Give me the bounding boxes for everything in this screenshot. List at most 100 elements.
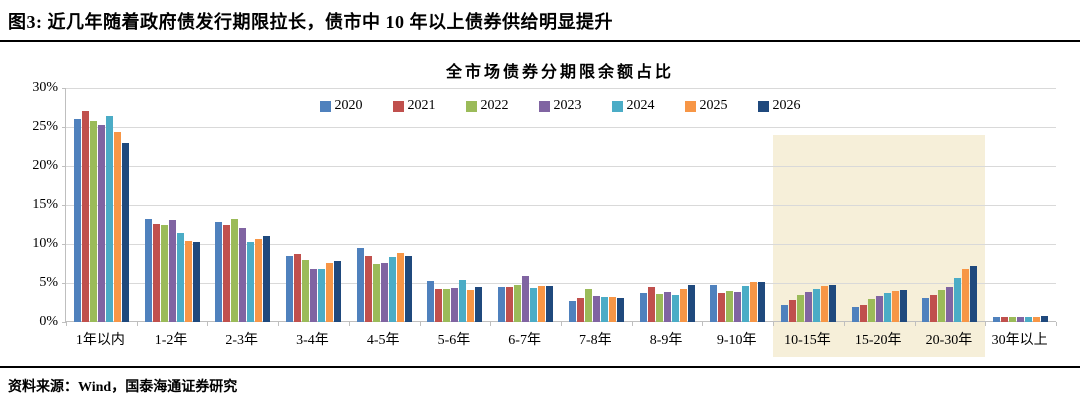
- bar-2025-6-7年: [538, 286, 546, 322]
- bar-2024-10-15年: [813, 289, 820, 322]
- legend-item-2026: 2026: [757, 98, 801, 114]
- bar-2026-10-15年: [829, 285, 836, 322]
- legend-swatch-2021: [392, 100, 404, 112]
- bar-2021-9-10年: [718, 293, 726, 322]
- bar-2020-6-7年: [498, 286, 506, 322]
- bar-2020-4-5年: [356, 247, 364, 322]
- bar-2022-2-3年: [231, 219, 239, 322]
- legend-item-2025: 2025: [684, 98, 728, 114]
- y-axis-tick: [62, 283, 66, 284]
- bar-2022-20-30年: [938, 290, 946, 322]
- legend-item-2024: 2024: [611, 98, 655, 114]
- bar-2021-7-8年: [576, 297, 584, 322]
- bar-2022-15-20年: [867, 298, 875, 322]
- x-axis-tick: [419, 322, 421, 326]
- bar-2022-8-9年: [655, 293, 663, 322]
- bar-2026-4-5年: [404, 255, 412, 322]
- gridline: [66, 205, 1056, 206]
- bar-2023-6-7年: [522, 276, 530, 322]
- legend-swatch-2022: [465, 100, 477, 112]
- bar-2026-3-4年: [334, 261, 341, 322]
- bar-2020-15-20年: [851, 307, 859, 322]
- bar-2020-9-10年: [710, 284, 718, 322]
- bar-2024-3-4年: [318, 269, 325, 322]
- bar-2026-7-8年: [616, 297, 624, 322]
- legend-label-2020: 2020: [334, 98, 363, 113]
- bar-2021-2-3年: [223, 225, 231, 322]
- bar-2025-4-5年: [396, 252, 404, 322]
- y-axis-tick: [62, 205, 66, 206]
- bar-2025-20-30年: [962, 269, 970, 322]
- bar-2023-5-6年: [451, 287, 459, 322]
- bar-2023-8-9年: [663, 292, 671, 322]
- x-axis-label-3-4年: 3-4年: [296, 333, 329, 348]
- bar-2023-2-3年: [239, 227, 247, 322]
- bar-2022-6-7年: [514, 284, 522, 322]
- bar-2024-1-2年: [176, 233, 184, 322]
- bar-2025-8-9年: [679, 289, 687, 322]
- x-axis-tick: [985, 322, 987, 326]
- bar-2021-10-15年: [789, 300, 796, 322]
- bar-2026-1年以内: [121, 143, 129, 322]
- bar-2024-2-3年: [247, 242, 255, 322]
- bar-2020-30年以上: [993, 316, 1001, 322]
- bar-2026-8-9年: [687, 285, 695, 322]
- x-axis-tick: [773, 322, 775, 326]
- gridline: [66, 244, 1056, 245]
- x-axis-label-10-15年: 10-15年: [784, 333, 831, 348]
- bar-2026-5-6年: [475, 286, 483, 322]
- y-axis-label-0: 0%: [39, 314, 58, 329]
- legend-item-2021: 2021: [392, 98, 436, 114]
- bar-2020-8-9年: [639, 293, 647, 322]
- bar-2025-2-3年: [255, 238, 263, 322]
- y-axis-label-20: 20%: [32, 158, 58, 173]
- x-axis-tick: [631, 322, 633, 326]
- bar-2021-6-7年: [506, 286, 514, 322]
- bar-2024-6-7年: [530, 287, 538, 322]
- bar-2023-7-8年: [592, 296, 600, 322]
- gridline: [66, 88, 1056, 89]
- bar-2020-20-30年: [922, 297, 930, 322]
- bar-2021-8-9年: [647, 286, 655, 322]
- bar-2024-5-6年: [459, 279, 467, 322]
- legend-swatch-2023: [538, 100, 550, 112]
- bar-2023-1-2年: [168, 219, 176, 322]
- x-axis-label-1-2年: 1-2年: [154, 333, 188, 348]
- bar-2026-1-2年: [192, 241, 200, 322]
- bar-2023-30年以上: [1017, 316, 1025, 322]
- bar-2022-7-8年: [584, 288, 592, 322]
- x-axis-label-1年以内: 1年以内: [75, 333, 125, 348]
- legend-label-2026: 2026: [772, 98, 801, 113]
- y-axis-label-5: 5%: [39, 275, 58, 290]
- plot-area: [62, 88, 1057, 357]
- x-axis-label-15-20年: 15-20年: [854, 333, 902, 348]
- y-axis-tick: [62, 88, 66, 89]
- bar-2023-4-5年: [380, 262, 388, 322]
- bar-2026-2-3年: [263, 236, 271, 322]
- bar-2026-9-10年: [758, 282, 766, 322]
- legend-swatch-2026: [757, 100, 769, 112]
- bar-2021-1年以内: [81, 111, 89, 322]
- bar-2020-2-3年: [215, 222, 223, 322]
- figure-title: 图3: 近几年随着政府债发行期限拉长，债市中 10 年以上债券供给明显提升: [8, 12, 613, 32]
- bar-2020-10-15年: [781, 304, 788, 322]
- bar-2025-1-2年: [184, 240, 192, 322]
- bar-2024-15-20年: [883, 293, 891, 322]
- x-axis-tick: [1056, 322, 1057, 326]
- bar-2025-5-6年: [467, 290, 475, 322]
- bar-2023-15-20年: [875, 296, 883, 322]
- legend-label-2023: 2023: [553, 98, 582, 113]
- bar-2021-5-6年: [435, 288, 443, 322]
- x-axis-label-5-6年: 5-6年: [437, 333, 471, 348]
- x-axis-tick: [278, 322, 280, 326]
- bar-2022-1-2年: [160, 225, 168, 322]
- x-axis-label-2-3年: 2-3年: [225, 333, 259, 348]
- source-text: 资料来源：Wind，国泰海通证券研究: [8, 380, 238, 395]
- y-axis-label-10: 10%: [32, 236, 58, 251]
- x-axis-tick: [66, 322, 67, 326]
- bar-2022-1年以内: [89, 120, 97, 322]
- y-axis-tick: [62, 244, 66, 245]
- legend-label-2025: 2025: [699, 98, 728, 113]
- bar-2025-3-4年: [326, 262, 333, 322]
